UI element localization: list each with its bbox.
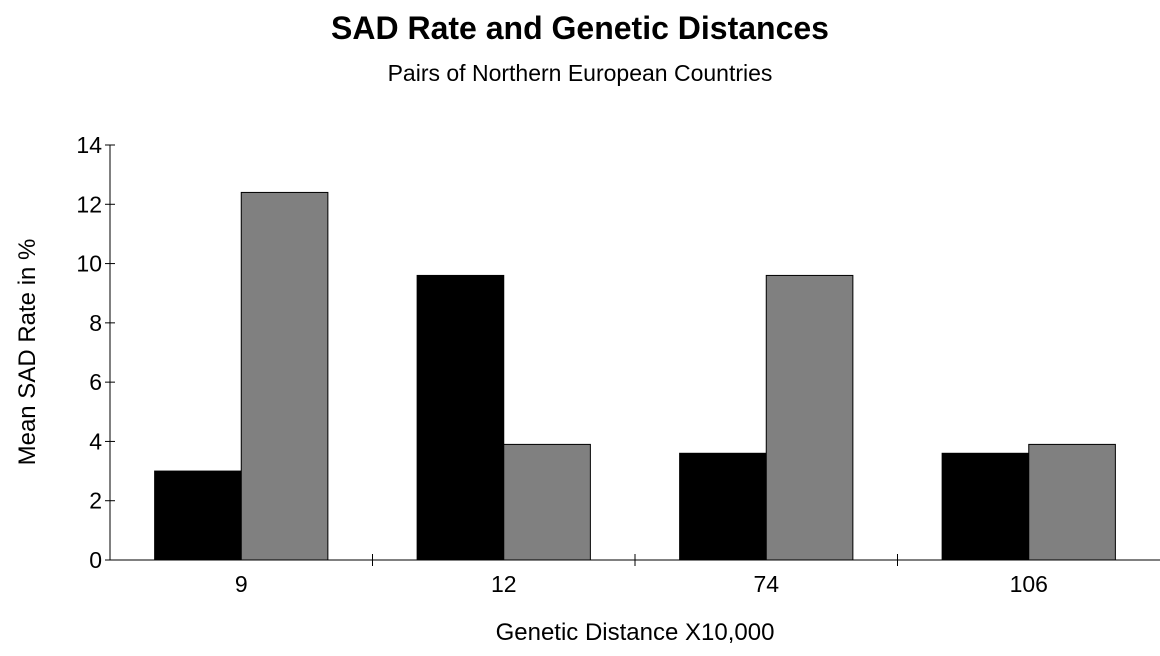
chart-title: SAD Rate and Genetic Distances (331, 10, 829, 46)
y-tick-label: 4 (89, 428, 102, 454)
bar-series-2-74 (765, 274, 854, 561)
chart-subtitle: Pairs of Northern European Countries (387, 60, 773, 86)
bar-series-2-9 (240, 191, 329, 561)
y-tick-label: 14 (76, 132, 102, 158)
x-tick-label: 106 (1010, 571, 1048, 597)
bar-series-2-12 (503, 443, 591, 561)
y-tick-label: 8 (89, 310, 102, 336)
bars-layer (154, 191, 1116, 561)
y-tick-label: 0 (89, 547, 102, 573)
bar-series-2-106 (1028, 443, 1116, 561)
y-tick-label: 2 (89, 488, 102, 514)
x-tick-label: 9 (235, 571, 248, 597)
bar-series-1-9 (154, 470, 242, 561)
y-tick-label: 10 (76, 251, 102, 277)
y-tick-label: 6 (89, 369, 102, 395)
bar-series-1-106 (941, 452, 1030, 561)
y-tick-label: 12 (76, 191, 102, 217)
bar-series-1-12 (416, 274, 505, 561)
y-axis-title: Mean SAD Rate in % (14, 239, 41, 466)
x-axis-title: Genetic Distance X10,000 (496, 619, 775, 646)
x-tick-label: 12 (491, 571, 517, 597)
x-tick-label: 74 (753, 571, 779, 597)
bar-series-1-74 (679, 452, 767, 561)
ticks-layer: 0 2 4 6 8 10 12 14 9 12 74 106 (76, 132, 1048, 597)
